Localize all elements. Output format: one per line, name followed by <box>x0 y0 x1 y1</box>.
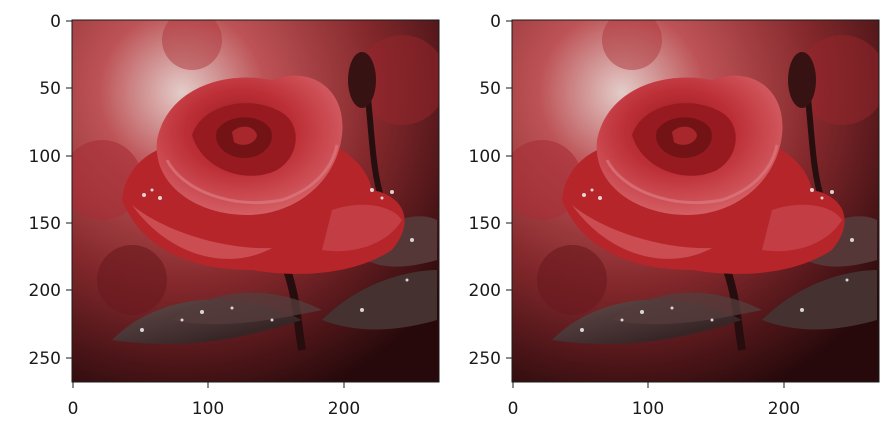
y-tick-label: 50 <box>39 79 61 99</box>
left-image-panel: 0 50 100 150 200 250 0 100 200 <box>29 10 447 419</box>
y-tick-label: 150 <box>29 214 61 234</box>
x-tick-label: 200 <box>768 399 800 419</box>
y-tick-label: 250 <box>469 349 501 369</box>
x-tick-label: 200 <box>328 399 360 419</box>
y-tick-label: 100 <box>469 147 501 167</box>
x-tick-label: 0 <box>68 399 79 419</box>
left-x-tick-marks <box>72 382 345 388</box>
left-axes-frame <box>71 19 440 383</box>
left-rose-image <box>62 10 447 382</box>
left-y-tick-marks <box>66 20 72 359</box>
y-tick-label: 250 <box>29 349 61 369</box>
right-image-panel: 0 50 100 150 200 250 0 100 200 <box>469 10 887 419</box>
y-tick-label: 100 <box>29 147 61 167</box>
right-x-tick-marks <box>512 382 785 388</box>
y-tick-label: 200 <box>29 281 61 301</box>
x-tick-label: 100 <box>632 399 664 419</box>
y-tick-label: 0 <box>50 12 61 32</box>
left-x-tick-labels: 0 100 200 <box>68 399 361 419</box>
y-tick-label: 0 <box>490 12 501 32</box>
x-tick-label: 100 <box>192 399 224 419</box>
x-tick-label: 0 <box>508 399 519 419</box>
right-y-tick-labels: 0 50 100 150 200 250 <box>469 12 501 369</box>
right-rose-image <box>502 10 887 382</box>
right-x-tick-labels: 0 100 200 <box>508 399 801 419</box>
left-y-tick-labels: 0 50 100 150 200 250 <box>29 12 61 369</box>
right-axes-frame <box>511 19 880 383</box>
y-tick-label: 200 <box>469 281 501 301</box>
right-y-tick-marks <box>506 20 512 359</box>
y-tick-label: 150 <box>469 214 501 234</box>
y-tick-label: 50 <box>479 79 501 99</box>
